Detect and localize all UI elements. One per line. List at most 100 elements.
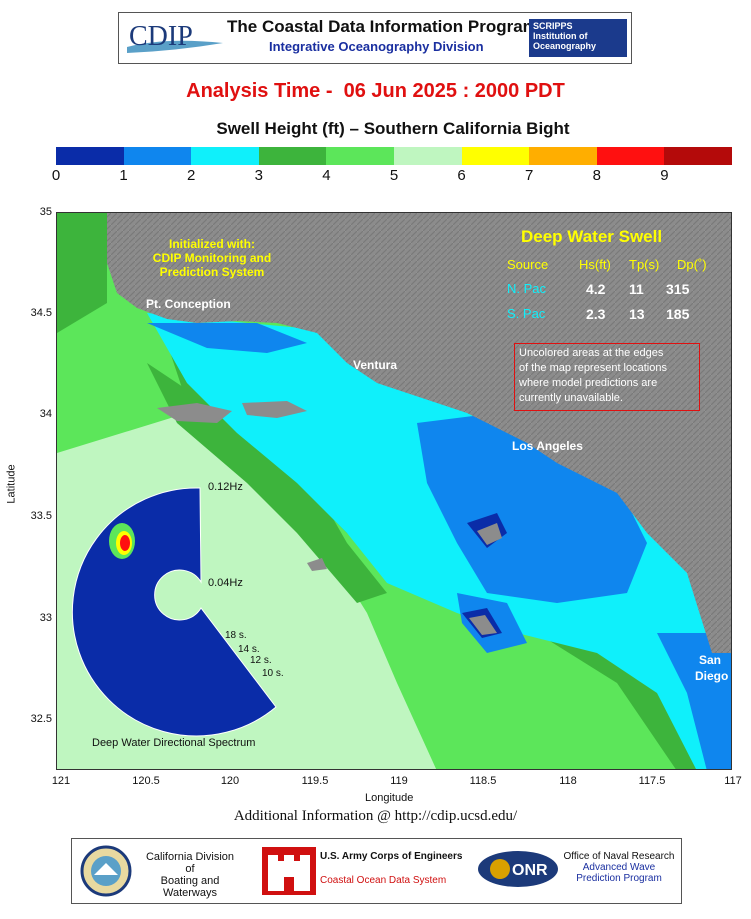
- x-tick: 120: [220, 775, 240, 787]
- colorbar-swatch: [461, 147, 530, 165]
- spectrum-period: 18 s.: [225, 630, 247, 641]
- note-line: currently unavailable.: [519, 392, 623, 404]
- ocean-swell-1ft-sd: [657, 633, 731, 769]
- swell-header-dp: Dp(˚): [677, 257, 707, 272]
- sponsor-footer: California Division of Boating and Water…: [71, 838, 682, 904]
- spectrum-period: 10 s.: [262, 668, 284, 679]
- colorbar-swatch: [258, 147, 327, 165]
- sponsor-line: Office of Naval Research: [563, 851, 675, 862]
- swell-header-tp: Tp(s): [629, 257, 660, 272]
- spectrum-freq-high: 0.12Hz: [208, 481, 243, 493]
- x-tick: 118.5: [469, 775, 497, 787]
- swell-header-hs: Hs(ft): [579, 257, 611, 272]
- colorbar-label: 2: [187, 167, 196, 184]
- spectrum-caption: Deep Water Directional Spectrum: [92, 737, 256, 749]
- x-tick: 118: [559, 775, 577, 787]
- sponsor-usace-program: Coastal Ocean Data System: [320, 875, 447, 886]
- init-note-line: Prediction System: [159, 265, 265, 279]
- island-san-nicolas: [307, 558, 327, 571]
- place-ventura: Ventura: [353, 358, 398, 372]
- colorbar-label: 4: [322, 167, 331, 184]
- colorbar-label: 0: [51, 167, 61, 184]
- sponsor-line: Boating and Waterways: [160, 875, 220, 899]
- sponsor-line: of: [185, 863, 195, 875]
- scripps-line-1: SCRIPPS: [533, 21, 573, 31]
- y-axis-label: Latitude: [5, 464, 18, 504]
- x-tick: 117.5: [638, 775, 666, 787]
- x-axis-label: Longitude: [365, 792, 414, 804]
- swell-row-source: N. Pac: [507, 281, 547, 296]
- colorbar-label: 5: [389, 167, 399, 184]
- y-tick: 33: [39, 612, 52, 624]
- island-santa-cruz: [242, 401, 307, 418]
- note-line: Uncolored areas at the edges: [519, 347, 664, 359]
- swell-row-hs: 4.2: [586, 281, 606, 297]
- sponsor-onr: Office of Naval Research Advanced Wave P…: [560, 851, 678, 884]
- place-san-diego-line-2: Diego: [695, 669, 729, 683]
- island-san-miguel-santa-rosa: [157, 403, 232, 423]
- colorbar-label: 9: [660, 167, 669, 184]
- land-mass: [107, 213, 731, 653]
- swell-map: Initialized with: CDIP Monitoring and Pr…: [56, 212, 732, 770]
- note-line: where model predictions are: [519, 377, 658, 389]
- colorbar: [56, 147, 732, 165]
- spectrum-peak-core: [120, 535, 130, 551]
- colorbar-swatch: [123, 147, 192, 165]
- colorbar-swatch: [191, 147, 259, 165]
- colorbar-swatch: [529, 147, 597, 165]
- colorbar-label: 6: [457, 167, 466, 184]
- ocean-swell-2ft: [147, 313, 731, 769]
- colorbar-label: 7: [525, 167, 534, 184]
- colorbar-label: 3: [254, 167, 263, 184]
- y-tick: 35: [39, 206, 52, 218]
- y-tick: 32.5: [30, 713, 52, 725]
- init-note-line: Initialized with:: [169, 237, 255, 251]
- y-tick: 33.5: [30, 510, 52, 522]
- cdip-logo-text: CDIP: [129, 21, 193, 52]
- boating-waterways-seal: [80, 845, 132, 897]
- colorbar-swatch: [664, 147, 732, 165]
- init-note-line: CDIP Monitoring and: [152, 251, 272, 265]
- swell-row-dp: 315: [666, 281, 690, 297]
- colorbar-swatch: [393, 147, 462, 165]
- scripps-line-2: Institution of: [533, 31, 588, 41]
- x-tick: 117: [724, 775, 742, 787]
- y-tick: 34: [39, 408, 52, 420]
- colorbar-swatch: [326, 147, 394, 165]
- place-san-diego-line-1: San: [699, 653, 722, 667]
- sponsor-line: Advanced Wave: [582, 862, 656, 873]
- swell-row-tp: 11: [629, 281, 644, 297]
- spectrum-freq-low: 0.04Hz: [208, 577, 243, 589]
- x-tick: 119.5: [301, 775, 329, 787]
- ocean-swell-3ft-band: [147, 363, 387, 603]
- island-catalina: [477, 523, 502, 545]
- ocean-swell-3ft-west: [57, 213, 107, 333]
- sponsor-usace: U.S. Army Corps of Engineers: [320, 851, 463, 862]
- map-title: Swell Height (ft) – Southern California …: [216, 119, 570, 138]
- colorbar-swatch: [56, 147, 124, 165]
- x-tick: 121: [51, 775, 71, 787]
- scripps-line-3: Oceanography: [533, 41, 597, 51]
- map-canvas: [57, 213, 731, 769]
- additional-info: Additional Information @ http://cdip.ucs…: [233, 808, 518, 824]
- colorbar-label: 8: [592, 167, 601, 184]
- header-banner: CDIP The Coastal Data Information Progra…: [118, 12, 632, 64]
- scripps-logo: SCRIPPS Institution of Oceanography: [529, 19, 627, 57]
- svg-text:ONR: ONR: [512, 862, 548, 879]
- y-tick: 34.5: [30, 307, 52, 319]
- swell-row-source: S. Pac: [507, 306, 546, 321]
- colorbar-label: 1: [119, 167, 128, 184]
- analysis-time: Analysis Time - 06 Jun 2025 : 2000 PDT: [186, 80, 565, 102]
- cdip-logo: CDIP: [127, 21, 223, 53]
- init-note: Initialized with: CDIP Monitoring and Pr…: [137, 237, 287, 279]
- swell-row-tp: 13: [629, 306, 645, 322]
- sponsor-california: California Division of Boating and Water…: [140, 851, 240, 899]
- header-subtitle: Integrative Oceanography Division: [269, 39, 484, 54]
- unavailable-data-note: Uncolored areas at the edges of the map …: [514, 343, 700, 411]
- spectrum-period: 14 s.: [238, 644, 260, 655]
- note-line: of the map represent locations: [519, 362, 667, 374]
- place-pt-conception: Pt. Conception: [146, 297, 231, 311]
- ocean-swell-1ft-channel: [147, 323, 307, 353]
- colorbar-swatch: [596, 147, 665, 165]
- header-title: The Coastal Data Information Program: [227, 17, 538, 36]
